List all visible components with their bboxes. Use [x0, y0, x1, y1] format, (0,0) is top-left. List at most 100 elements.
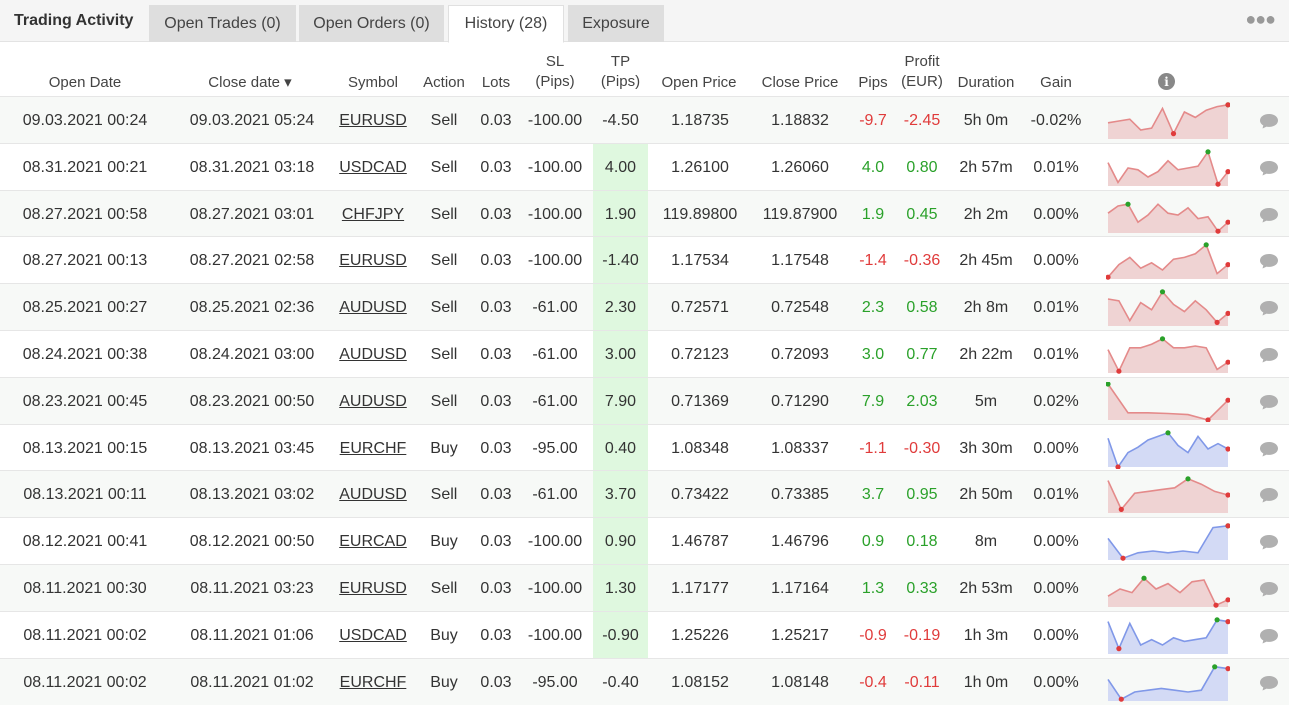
cell-action: Sell: [430, 112, 458, 129]
table-row: 08.23.2021 00:45 08.23.2021 00:50 AUDUSD Se…: [0, 377, 1289, 425]
cell-symbol[interactable]: AUDUSD: [334, 331, 412, 378]
trade-sparkline: [1107, 149, 1230, 187]
comment-icon[interactable]: [1259, 675, 1279, 691]
tab-open-trades[interactable]: Open Trades (0): [149, 5, 296, 42]
cell-action: Buy: [430, 627, 458, 644]
cell-symbol[interactable]: AUDUSD: [334, 378, 412, 425]
sparkline-high-marker: [1205, 149, 1211, 155]
cell-symbol[interactable]: EURCHF: [334, 659, 412, 706]
cell-close-date: 08.12.2021 00:50: [189, 533, 315, 550]
cell-profit: -0.36: [903, 252, 941, 269]
cell-sl: -100.00: [527, 159, 583, 176]
cell-symbol[interactable]: AUDUSD: [334, 284, 412, 331]
trade-sparkline: [1106, 382, 1230, 422]
sparkline-high-marker: [1185, 476, 1191, 482]
header-duration[interactable]: Duration: [957, 74, 1015, 91]
header-close-date[interactable]: Close date ▾: [208, 74, 292, 91]
cell-action: Sell: [430, 393, 458, 410]
cell-open-date: 08.23.2021 00:45: [22, 393, 148, 410]
cell-sl: -100.00: [527, 252, 583, 269]
comment-icon[interactable]: [1259, 394, 1279, 410]
comment-icon[interactable]: [1259, 300, 1279, 316]
comment-icon[interactable]: [1259, 487, 1279, 503]
comment-icon[interactable]: [1259, 581, 1279, 597]
tp-highlight-cell: [593, 284, 648, 331]
symbol-link[interactable]: CHFJPY: [341, 206, 405, 223]
cell-symbol[interactable]: CHFJPY: [334, 191, 412, 238]
symbol-link[interactable]: EURUSD: [339, 580, 407, 597]
cell-gain: 0.00%: [1033, 440, 1079, 457]
sparkline-low-marker: [1205, 417, 1211, 422]
sparkline-low-marker: [1106, 274, 1111, 280]
header-action[interactable]: Action: [423, 74, 465, 91]
header-open-date[interactable]: Open Date: [48, 74, 122, 91]
header-pips[interactable]: Pips: [858, 74, 888, 91]
comment-icon[interactable]: [1259, 441, 1279, 457]
comment-icon[interactable]: [1259, 207, 1279, 223]
comment-icon[interactable]: [1259, 160, 1279, 176]
tp-highlight-cell: [593, 378, 648, 425]
symbol-link[interactable]: EURCAD: [339, 533, 407, 550]
symbol-link[interactable]: EURUSD: [339, 112, 407, 129]
cell-symbol[interactable]: AUDUSD: [334, 471, 412, 518]
sparkline-line: [1107, 665, 1229, 701]
symbol-link[interactable]: AUDUSD: [339, 486, 407, 503]
header-open-price[interactable]: Open Price: [661, 74, 737, 91]
ellipsis-icon[interactable]: ●●●: [1245, 9, 1276, 29]
symbol-link[interactable]: AUDUSD: [339, 346, 407, 363]
header-gain[interactable]: Gain: [1040, 74, 1072, 91]
sparkline-high-marker: [1212, 664, 1218, 670]
cell-symbol[interactable]: USDCAD: [334, 144, 412, 191]
symbol-link[interactable]: AUDUSD: [339, 299, 407, 316]
sparkline-area: [1108, 478, 1228, 513]
tab-exposure[interactable]: Exposure: [568, 5, 664, 42]
sparkline-high-marker: [1159, 289, 1166, 295]
cell-symbol[interactable]: USDCAD: [334, 612, 412, 659]
cell-symbol[interactable]: EURUSD: [334, 97, 412, 144]
cell-lots: 0.03: [480, 299, 512, 316]
trade-sparkline: [1107, 289, 1230, 326]
symbol-link[interactable]: EURUSD: [339, 252, 407, 269]
comment-icon[interactable]: [1259, 253, 1279, 269]
cell-close-price: 1.08337: [771, 440, 829, 457]
cell-sl: -100.00: [527, 206, 583, 223]
symbol-link[interactable]: USDCAD: [339, 159, 407, 176]
cell-symbol[interactable]: EURUSD: [334, 565, 412, 612]
comment-icon[interactable]: [1259, 113, 1279, 129]
cell-tp: 1.30: [604, 580, 637, 597]
cell-close-price: 1.17548: [771, 252, 829, 269]
cell-lots: 0.03: [480, 112, 512, 129]
header-profit[interactable]: Profit (EUR): [897, 52, 947, 92]
header-sl[interactable]: SL (Pips): [526, 52, 584, 92]
tab-history[interactable]: History (28): [448, 5, 564, 43]
comment-icon[interactable]: [1259, 347, 1279, 363]
symbol-link[interactable]: EURCHF: [339, 440, 407, 457]
header-close-price[interactable]: Close Price: [761, 74, 839, 91]
info-icon[interactable]: i: [1158, 73, 1175, 90]
header-symbol[interactable]: Symbol: [347, 74, 399, 91]
cell-close-date: 09.03.2021 05:24: [189, 112, 315, 129]
comment-icon[interactable]: [1259, 628, 1279, 644]
sparkline-line: [1107, 290, 1229, 324]
symbol-link[interactable]: EURCHF: [339, 674, 407, 691]
cell-tp: 0.90: [604, 533, 637, 550]
cell-symbol[interactable]: EURCHF: [334, 425, 412, 472]
header-profit-unit: (EUR): [901, 73, 943, 90]
cell-open-price: 1.17177: [671, 580, 729, 597]
cell-symbol[interactable]: EURCAD: [334, 518, 412, 565]
comment-icon[interactable]: [1259, 534, 1279, 550]
table-row: 08.25.2021 00:27 08.25.2021 02:36 AUDUSD Se…: [0, 283, 1289, 331]
header-tp[interactable]: TP (Pips): [593, 52, 648, 92]
trade-sparkline: [1107, 575, 1230, 608]
header-lots[interactable]: Lots: [481, 74, 511, 91]
cell-close-date: 08.31.2021 03:18: [189, 159, 315, 176]
cell-symbol[interactable]: EURUSD: [334, 237, 412, 284]
cell-tp: -4.50: [602, 112, 639, 129]
symbol-link[interactable]: AUDUSD: [339, 393, 407, 410]
symbol-link[interactable]: USDCAD: [339, 627, 407, 644]
tab-open-orders[interactable]: Open Orders (0): [299, 5, 444, 42]
trade-sparkline: [1107, 430, 1230, 469]
cell-lots: 0.03: [480, 159, 512, 176]
cell-gain: 0.00%: [1033, 580, 1079, 597]
sparkline-low-marker: [1170, 131, 1177, 137]
